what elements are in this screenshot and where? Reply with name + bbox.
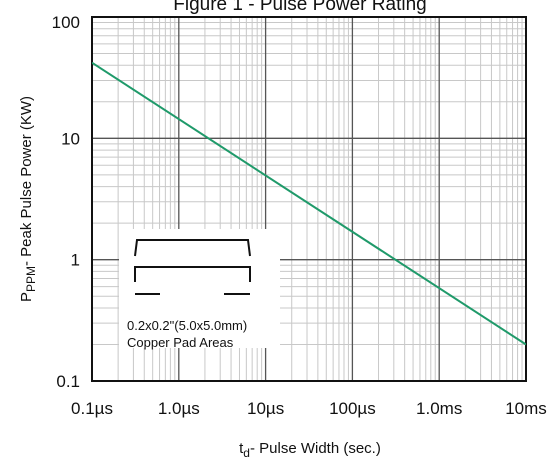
x-tick-label: 100µs: [329, 399, 376, 418]
inset-label-pad: Copper Pad Areas: [127, 335, 234, 350]
x-axis-label-main: t: [239, 440, 244, 457]
x-tick-label: 10ms: [505, 399, 547, 418]
chart-title: Figure 1 - Pulse Power Rating: [173, 0, 426, 15]
y-tick-label: 10: [61, 129, 80, 148]
y-axis-label: PPPM- Peak Pulse Power (KW): [18, 96, 38, 302]
pad-outline-top: [134, 239, 251, 257]
series-layer: [92, 61, 526, 346]
x-tick-labels: 0.1µs 1.0µs 10µs 100µs 1.0ms 10ms: [71, 399, 547, 418]
x-tick-label: 1.0ms: [416, 399, 462, 418]
y-axis-label-sub: PPM: [24, 266, 38, 292]
series-line-1: [92, 61, 526, 346]
x-axis-label-sub: d: [243, 446, 250, 460]
y-tick-labels: 0.1 1 10 100: [52, 13, 80, 391]
y-tick-label: 100: [52, 13, 80, 32]
y-axis-label-main: P: [18, 292, 35, 302]
x-tick-label: 0.1µs: [71, 399, 113, 418]
y-axis-label-rest: - Peak Pulse Power (KW): [18, 96, 35, 266]
inset-label-size: 0.2x0.2"(5.0x5.0mm): [127, 318, 247, 333]
inset-background: [119, 229, 280, 348]
x-axis-label: td- Pulse Width (sec.): [239, 440, 381, 460]
x-tick-label: 1.0µs: [158, 399, 200, 418]
plot-frame: [91, 16, 527, 382]
y-tick-label: 1: [71, 251, 80, 270]
pad-outline-middle: [134, 266, 251, 282]
y-tick-label: 0.1: [56, 372, 80, 391]
inset-box: 0.2x0.2"(5.0x5.0mm) Copper Pad Areas: [119, 229, 280, 350]
x-tick-label: 10µs: [247, 399, 284, 418]
x-axis-label-rest: - Pulse Width (sec.): [250, 440, 381, 457]
